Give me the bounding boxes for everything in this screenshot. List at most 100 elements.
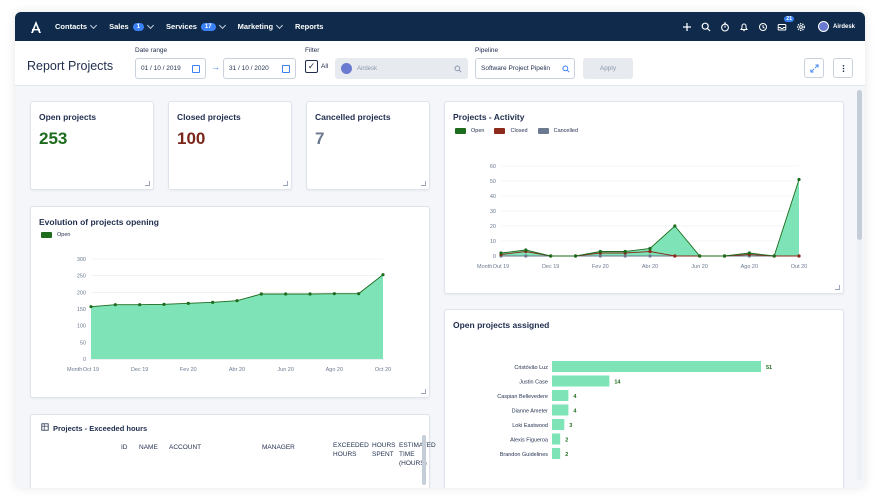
all-checkbox[interactable]: ✓	[305, 60, 318, 73]
data-point	[211, 300, 215, 304]
column-header[interactable]: ACCOUNT	[169, 444, 202, 451]
history-icon[interactable]	[757, 20, 770, 33]
y-tick-label: 60	[490, 164, 496, 170]
nav-item-reports[interactable]: Reports	[295, 22, 323, 31]
data-point	[549, 254, 553, 258]
filter-select[interactable]: Airdesk	[335, 58, 468, 79]
arrow-right-icon: →	[211, 62, 220, 72]
data-point	[747, 251, 751, 255]
calendar-icon[interactable]	[282, 65, 290, 73]
data-point	[357, 292, 361, 296]
y-tick-label: 50	[80, 340, 86, 346]
nav-item-contacts[interactable]: Contacts	[55, 21, 98, 31]
legend-item[interactable]: Open	[41, 232, 70, 238]
exceeded-hours-card: Projects - Exceeded hours ID NAME ACCOUNT M…	[30, 414, 436, 488]
nav-item-label: Services	[166, 22, 197, 31]
legend-item[interactable]: Closed	[494, 128, 528, 134]
kebab-menu-icon	[842, 64, 844, 72]
inbox-badge: 21	[784, 16, 794, 22]
page-scrollbar[interactable]	[857, 90, 862, 480]
column-header[interactable]: HOURS SPENT	[372, 442, 396, 458]
legend-item[interactable]: Cancelled	[537, 128, 579, 134]
chevron-down-icon	[276, 21, 284, 29]
y-tick-label: 30	[490, 209, 496, 215]
data-point	[259, 292, 263, 296]
avatar	[817, 21, 829, 32]
date-to-input[interactable]: 31 / 10 / 2020	[223, 58, 296, 79]
app-logo[interactable]	[21, 12, 51, 41]
x-tick-label: Oct 19	[83, 367, 99, 373]
calendar-icon[interactable]	[192, 65, 200, 73]
column-header[interactable]: MANAGER	[262, 444, 295, 451]
card-title: Open projects	[39, 112, 97, 122]
resize-handle[interactable]	[283, 181, 288, 186]
bar	[552, 419, 565, 430]
closed-projects-card: Closed projects 100	[168, 101, 292, 190]
settings-icon[interactable]	[795, 20, 808, 33]
bar-value-label: 2	[565, 438, 568, 444]
x-tick-label: Dec 19	[131, 367, 148, 373]
scrollbar-thumb[interactable]	[857, 90, 862, 240]
column-header[interactable]: EXCEEDED HOURS	[333, 442, 369, 458]
search-icon[interactable]	[700, 20, 713, 33]
data-point	[648, 249, 652, 254]
resize-handle[interactable]	[835, 285, 840, 290]
search-icon	[454, 65, 462, 73]
more-options-button[interactable]	[833, 58, 853, 78]
legend-label: Cancelled	[553, 128, 579, 134]
resize-handle[interactable]	[421, 181, 426, 186]
report-header: Report Projects Date range 01 / 10 / 201…	[15, 41, 865, 86]
data-point	[673, 224, 677, 228]
data-point	[381, 273, 385, 277]
date-from-input[interactable]: 01 / 10 / 2019	[135, 58, 206, 79]
series-area	[91, 274, 383, 359]
bar-category-label: Brandon Guidelines	[500, 452, 549, 458]
data-point	[648, 254, 652, 258]
y-tick-label: 40	[490, 194, 496, 200]
filter-value: Airdesk	[357, 65, 378, 72]
bar-value-label: 4	[573, 409, 577, 415]
x-tick-label: Dec 19	[542, 264, 559, 270]
data-point	[524, 254, 528, 258]
resize-handle[interactable]	[145, 181, 150, 186]
top-navigation: Contacts Sales 1 Services 17 Marketing Reports…	[15, 12, 865, 41]
legend-item[interactable]: Open	[455, 128, 484, 134]
expand-button[interactable]	[804, 58, 824, 78]
nav-item-services[interactable]: Services 17	[166, 21, 226, 31]
activity-chart-card: Projects - Activity Open Closed Cancelled …	[444, 101, 844, 294]
x-tick-label: Oct 20	[375, 367, 391, 373]
data-point	[598, 249, 602, 254]
x-tick-label: Abr 20	[229, 367, 245, 373]
assigned-chart-card: Open projects assigned Cristóvão Luz 51 Ju…	[444, 309, 844, 488]
y-tick-label: 150	[77, 307, 86, 313]
pipeline-input[interactable]: Software Project Pipelin	[475, 58, 575, 79]
chart-legend: Open	[41, 232, 80, 238]
user-menu[interactable]: Airdesk	[817, 21, 855, 32]
search-icon	[562, 65, 570, 73]
assigned-bar-chart: Cristóvão Luz 51 Justin Case 14 Caspian Bell…	[497, 361, 772, 459]
open-projects-card: Open projects 253	[30, 101, 154, 190]
bar	[552, 361, 761, 372]
nav-tools: 21 Airdesk	[675, 16, 855, 33]
column-header[interactable]: ID	[121, 444, 128, 451]
apply-button[interactable]: Apply	[583, 58, 633, 79]
data-point	[623, 254, 627, 258]
nav-item-sales[interactable]: Sales 1	[109, 21, 155, 31]
data-point	[698, 254, 702, 258]
legend-label: Open	[471, 128, 485, 134]
inbox-icon[interactable]: 21	[776, 16, 794, 33]
nav-item-label: Marketing	[237, 22, 274, 31]
resize-handle[interactable]	[421, 389, 426, 394]
data-point	[308, 292, 312, 296]
nav-item-marketing[interactable]: Marketing	[237, 21, 284, 31]
card-title: Open projects assigned	[453, 320, 550, 330]
table-scrollbar[interactable]	[422, 435, 426, 485]
bell-icon[interactable]	[738, 20, 751, 33]
logo-icon	[31, 20, 41, 33]
column-header[interactable]: NAME	[139, 444, 158, 451]
column-header[interactable]: ESTIMATED TIME (HOURS)	[399, 442, 436, 467]
plus-icon[interactable]	[681, 20, 694, 33]
stopwatch-icon[interactable]	[719, 20, 732, 33]
data-point	[623, 249, 627, 254]
nav-item-label: Reports	[295, 22, 324, 31]
